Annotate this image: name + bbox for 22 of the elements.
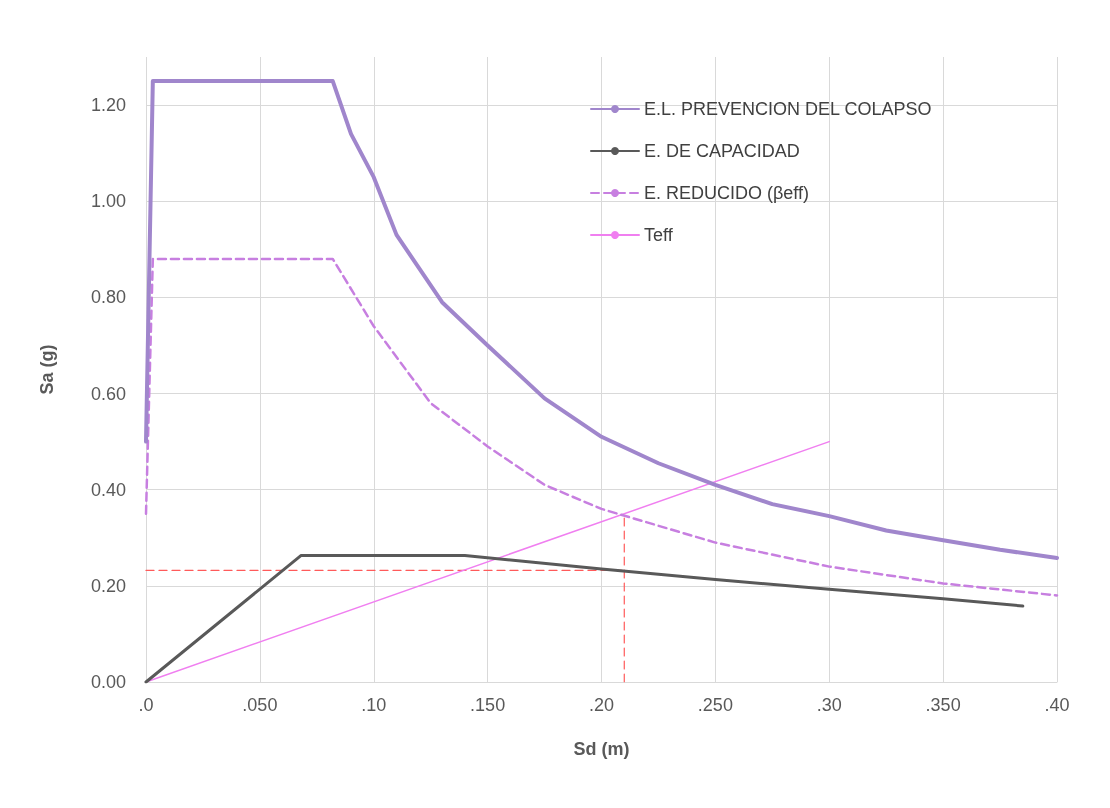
- y-tick-label: 0.40: [90, 479, 126, 500]
- x-tick-label: .250: [697, 695, 733, 715]
- y-tick-label: 0.20: [90, 575, 126, 596]
- x-tick-label: .10: [361, 695, 387, 715]
- x-tick-label: .30: [816, 695, 842, 715]
- legend-label: E. DE CAPACIDAD: [644, 141, 800, 161]
- y-tick-label: 0.80: [90, 287, 126, 308]
- y-axis-title: Sa (g): [37, 344, 57, 395]
- x-tick-label: .050: [242, 695, 278, 715]
- y-tick-label: 1.20: [90, 95, 126, 116]
- legend-label: Teff: [644, 225, 674, 245]
- y-tick-label: 1.00: [90, 191, 126, 212]
- x-tick-label: .0: [138, 695, 154, 715]
- x-axis-title: Sd (m): [573, 739, 630, 759]
- legend-label: E.L. PREVENCION DEL COLAPSO: [644, 99, 932, 119]
- y-tick-label: 0.00: [90, 672, 126, 692]
- x-tick-label: .150: [470, 695, 506, 715]
- x-tick-label: .350: [925, 695, 961, 715]
- x-tick-label: .20: [588, 695, 615, 715]
- legend-label: E. REDUCIDO (βeff): [644, 183, 810, 203]
- x-tick-label: .40: [1044, 695, 1070, 715]
- y-tick-label: 0.60: [90, 383, 126, 404]
